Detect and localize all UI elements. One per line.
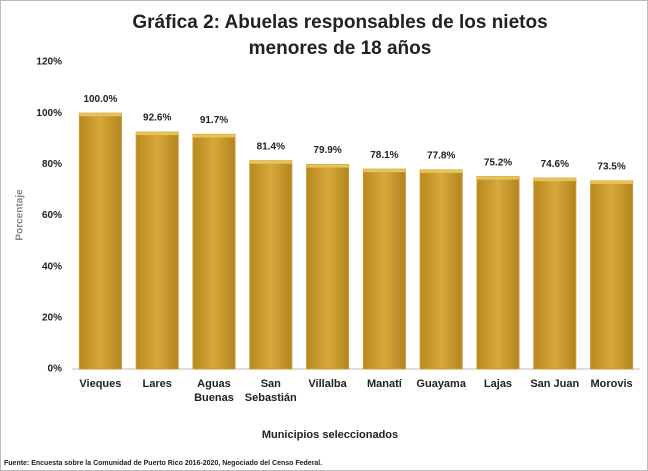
data-label: 100.0%: [83, 94, 117, 105]
y-tick-label: 60%: [42, 210, 62, 221]
bar: [419, 169, 463, 370]
bar-top: [136, 132, 179, 136]
y-tick-label: 100%: [36, 108, 62, 119]
x-tick-label: Morovis: [590, 378, 633, 390]
x-tick-label: Vieques: [79, 378, 122, 390]
bar-top: [306, 164, 349, 168]
data-label: 91.7%: [200, 115, 228, 126]
bar: [192, 133, 236, 370]
data-label: 75.2%: [484, 157, 512, 168]
y-tick-label: 120%: [36, 57, 62, 68]
y-tick-label: 0%: [48, 364, 63, 375]
data-label: 78.1%: [370, 150, 398, 161]
bar: [306, 164, 350, 370]
data-label: 77.8%: [427, 151, 455, 162]
bar-top: [363, 169, 406, 173]
x-tick-label: Lares: [142, 378, 172, 390]
x-tick-label: Villalba: [308, 378, 347, 390]
bar: [533, 177, 577, 370]
data-label: 73.5%: [597, 162, 625, 173]
x-tick-label: Lajas: [483, 378, 513, 390]
bar: [78, 112, 122, 370]
bar-top: [79, 113, 122, 117]
bar: [362, 168, 406, 370]
x-tick-label: Aguas Buenas: [194, 378, 234, 404]
x-tick-label: San Sebastián: [244, 378, 297, 404]
data-label: 79.9%: [313, 145, 341, 156]
x-tick-label: Manatí: [366, 378, 402, 390]
bar-top: [249, 160, 292, 164]
bar-top: [192, 134, 236, 138]
bar-top: [533, 178, 576, 182]
data-label: 81.4%: [257, 141, 285, 152]
data-label: 92.6%: [143, 113, 171, 124]
y-tick-label: 20%: [42, 312, 62, 323]
y-tick-label: 40%: [42, 261, 62, 272]
y-tick-label: 80%: [42, 159, 62, 170]
x-axis-title: Municipios seleccionados: [262, 429, 398, 441]
x-tick-label: San Juan: [530, 378, 580, 390]
bar-top: [420, 169, 463, 173]
bar-top: [476, 176, 520, 180]
bar-top: [590, 180, 633, 184]
bar: [249, 160, 293, 370]
data-label: 74.6%: [541, 159, 569, 170]
chart-title: Gráfica 2: Abuelas responsables de los n…: [132, 12, 548, 59]
bar: [135, 131, 179, 370]
source: Fuente: Encuesta sobre la Comunidad de P…: [4, 460, 323, 467]
bar: [590, 180, 634, 370]
bar: [476, 176, 520, 370]
x-tick-label: Guayama: [416, 378, 466, 390]
y-axis-title: Porcentaje: [15, 189, 26, 241]
